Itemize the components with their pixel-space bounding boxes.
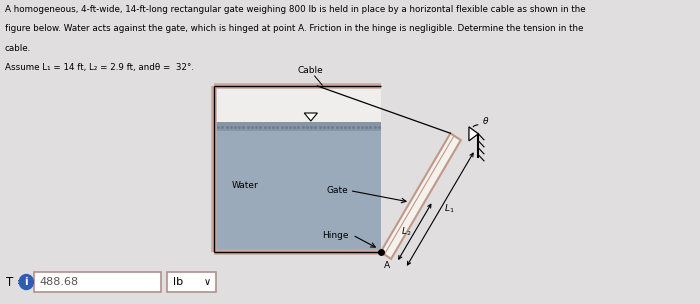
Circle shape	[20, 275, 34, 289]
Polygon shape	[381, 133, 461, 259]
Text: cable.: cable.	[5, 44, 31, 53]
Text: $L_1$: $L_1$	[444, 203, 454, 215]
Text: figure below. Water acts against the gate, which is hinged at point A. Friction : figure below. Water acts against the gat…	[5, 25, 583, 33]
Bar	[214, 86, 381, 252]
Text: $\theta$: $\theta$	[482, 115, 489, 126]
Text: ∨: ∨	[204, 277, 211, 287]
Polygon shape	[304, 113, 317, 121]
Text: Hinge: Hinge	[323, 230, 349, 240]
Bar	[214, 122, 381, 252]
Text: T =: T =	[6, 275, 27, 288]
Bar	[167, 272, 216, 292]
Text: Gate: Gate	[326, 186, 348, 195]
Polygon shape	[469, 127, 478, 141]
Bar	[214, 122, 381, 131]
Text: A: A	[384, 261, 390, 270]
Bar	[34, 272, 161, 292]
Text: Cable: Cable	[297, 66, 323, 75]
Text: $L_2$: $L_2$	[400, 226, 411, 238]
Text: A homogeneous, 4-ft-wide, 14-ft-long rectangular gate weighing 800 lb is held in: A homogeneous, 4-ft-wide, 14-ft-long rec…	[5, 5, 585, 14]
Text: Water: Water	[231, 181, 258, 189]
Text: i: i	[25, 277, 28, 287]
Text: lb: lb	[173, 277, 183, 287]
Text: 488.68: 488.68	[39, 277, 78, 287]
Text: Assume L₁ = 14 ft, L₂ = 2.9 ft, andθ =  32°.: Assume L₁ = 14 ft, L₂ = 2.9 ft, andθ = 3…	[5, 64, 194, 72]
